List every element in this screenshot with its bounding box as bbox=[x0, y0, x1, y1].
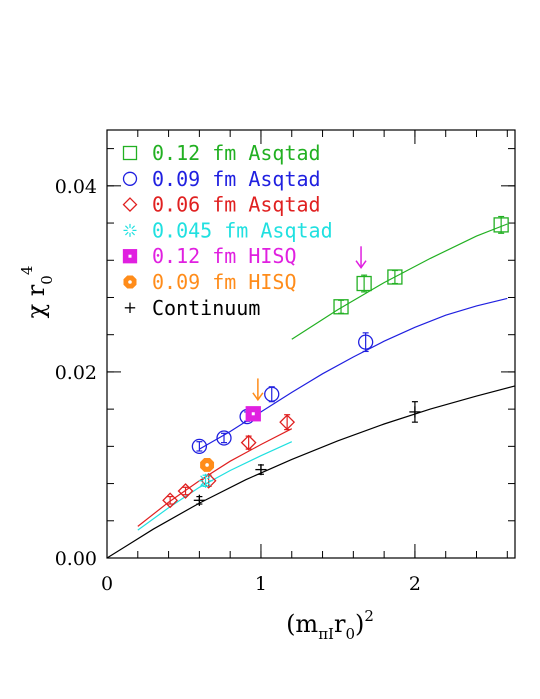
data-point bbox=[333, 299, 349, 315]
legend-label: 0.12 fm HISQ bbox=[152, 244, 297, 268]
plot-frame bbox=[106, 129, 516, 559]
legend-entry: 0.12 fm Asqtad bbox=[122, 141, 321, 165]
fit-curve-0 bbox=[291, 223, 508, 340]
x-tick-label: 1 bbox=[255, 573, 267, 595]
legend-entry: 0.06 fm Asqtad bbox=[122, 193, 321, 217]
legend-label: 0.06 fm Asqtad bbox=[152, 193, 321, 217]
legend-entry: 0.09 fm Asqtad bbox=[122, 167, 321, 191]
y-axis-title: χ r04 bbox=[18, 266, 56, 319]
data-point bbox=[193, 494, 205, 506]
down-arrow-icon bbox=[252, 378, 264, 402]
x-axis-title: (mπIr0)2 bbox=[286, 607, 374, 643]
data-point bbox=[409, 401, 421, 423]
legend-label: Continuum bbox=[152, 296, 260, 320]
legend-label: 0.12 fm Asqtad bbox=[152, 141, 321, 165]
data-point bbox=[493, 215, 509, 234]
y-tick-label: 0.00 bbox=[55, 548, 97, 570]
fit-curve-2 bbox=[137, 428, 293, 527]
tick-labels: 0 1 2 0.00 0.02 0.04 bbox=[55, 176, 421, 595]
data-point bbox=[191, 438, 208, 454]
fit-curve-3 bbox=[137, 441, 293, 531]
legend-label: 0.045 fm Asqtad bbox=[152, 218, 333, 242]
legend-entry: 0.12 fm HISQ bbox=[122, 244, 297, 268]
data-point bbox=[198, 473, 213, 488]
data-point bbox=[200, 457, 215, 472]
data-point bbox=[245, 406, 261, 422]
data-point bbox=[356, 274, 372, 293]
data-point bbox=[264, 386, 280, 403]
legend-label: 0.09 fm Asqtad bbox=[152, 167, 321, 191]
fit-curve-6 bbox=[106, 385, 516, 559]
legend-label: 0.09 fm HISQ bbox=[152, 270, 297, 294]
legend-entry: 0.09 fm HISQ bbox=[123, 270, 297, 294]
plot-border bbox=[106, 129, 516, 559]
data-point bbox=[162, 492, 179, 509]
data-point bbox=[216, 430, 232, 446]
x-tick-label: 0 bbox=[101, 573, 113, 595]
data-point bbox=[358, 332, 374, 353]
annotation-arrows bbox=[252, 246, 367, 402]
legend-entry: Continuum bbox=[124, 296, 260, 320]
data-point bbox=[255, 464, 267, 476]
legend-entry: 0.045 fm Asqtad bbox=[123, 218, 333, 242]
axis-ticks bbox=[106, 130, 515, 559]
data-point bbox=[279, 414, 296, 431]
y-tick-label: 0.04 bbox=[55, 176, 97, 198]
data-point bbox=[240, 434, 257, 451]
data-point bbox=[177, 483, 194, 499]
down-arrow-icon bbox=[355, 246, 367, 269]
data-points bbox=[162, 215, 509, 509]
x-tick-label: 2 bbox=[409, 573, 421, 595]
data-point bbox=[387, 269, 403, 285]
y-tick-label: 0.02 bbox=[55, 362, 97, 384]
fit-curve-1 bbox=[199, 297, 508, 450]
